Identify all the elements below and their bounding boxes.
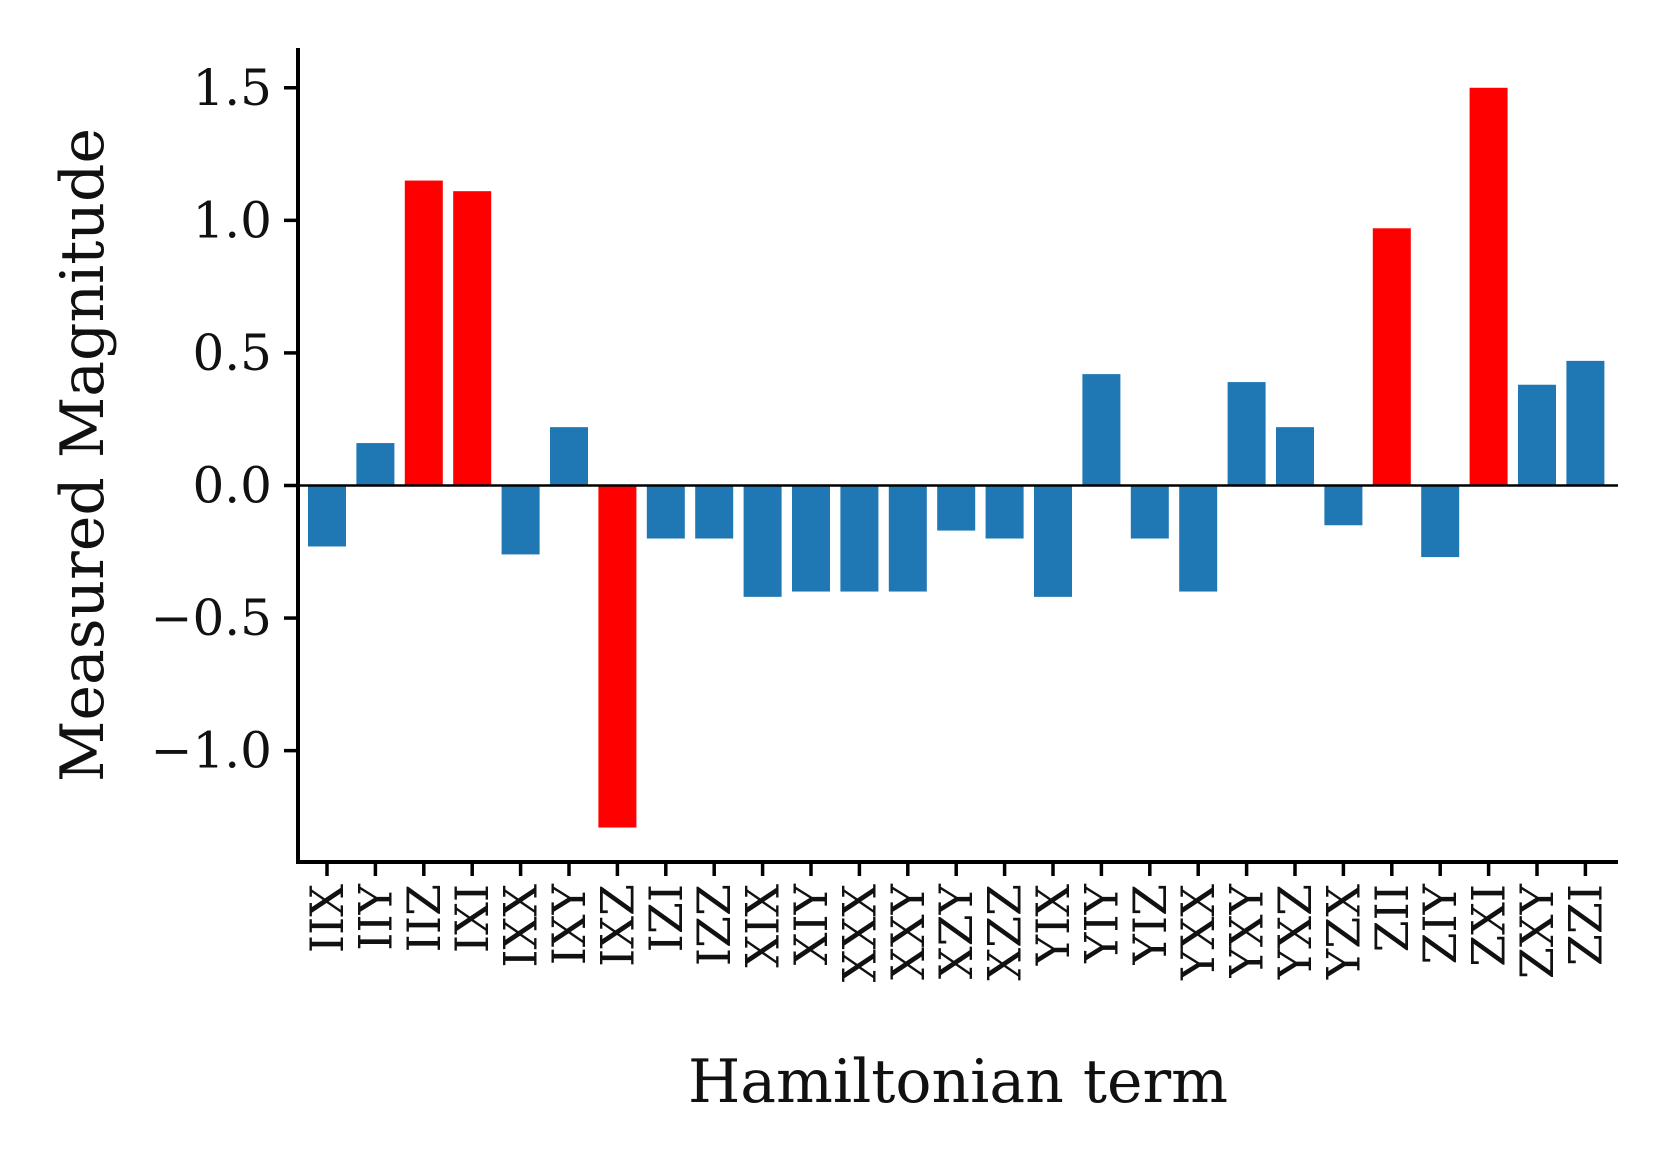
bar-XZZ — [985, 485, 1024, 539]
x-tick-label: XZY — [929, 883, 983, 979]
bar-ZIY — [1421, 485, 1460, 558]
x-tick-label: XXX — [832, 884, 886, 982]
y-ticks-group: −1.0 −0.5 0.0 0.5 1.0 1.5 — [151, 59, 298, 780]
bar-YZX — [1324, 485, 1363, 526]
bar-XIY — [792, 485, 830, 592]
x-tick-label: YXZ — [1268, 884, 1322, 980]
x-tick-label: IXZ — [590, 884, 644, 967]
y-tick-label: 1.5 — [192, 59, 272, 117]
x-tick-label: IZI — [639, 884, 693, 952]
y-tick-label: 0.0 — [192, 456, 272, 514]
bars-group — [308, 87, 1605, 828]
bar-IIZ — [404, 180, 443, 486]
x-ticks-group: IIXIIYIIZIXIIXXIXYIXZIZIIZZXIXXIYXXXXXYX… — [300, 862, 1612, 982]
x-tick-label: IIZ — [397, 884, 451, 952]
x-tick-label: XIX — [736, 884, 790, 968]
axes-group — [296, 48, 1618, 864]
bar-XXY — [888, 485, 927, 592]
x-tick-label: IXX — [494, 884, 548, 968]
y-tick-label: −1.0 — [151, 722, 272, 780]
x-tick-label: IZZ — [687, 884, 741, 966]
bar-YXZ — [1276, 427, 1314, 486]
bar-IXY — [550, 427, 588, 486]
x-tick-label: YZX — [1316, 884, 1370, 980]
bar-YIZ — [1130, 485, 1169, 539]
bar-ZXY — [1518, 384, 1556, 486]
y-axis-title: Measured Magnitude — [48, 128, 118, 782]
x-tick-label: XIY — [784, 883, 838, 965]
bar-YIY — [1082, 374, 1121, 486]
x-tick-label: ZII — [1365, 884, 1419, 952]
x-tick-label: ZXI — [1462, 884, 1516, 967]
bar-YXY — [1227, 382, 1266, 486]
bar-ZZI — [1566, 360, 1605, 486]
x-tick-label: YIX — [1026, 884, 1080, 967]
bar-XIX — [743, 485, 782, 597]
x-tick-label: IXY — [542, 883, 596, 965]
y-tick-label: −0.5 — [151, 589, 272, 647]
bar-IXX — [501, 485, 540, 555]
y-tick-label: 0.5 — [192, 324, 272, 382]
bar-IIY — [356, 443, 395, 486]
bar-IIX — [308, 485, 346, 547]
x-tick-label: YIZ — [1123, 884, 1177, 966]
x-tick-label: ZZI — [1558, 884, 1612, 966]
bar-YXX — [1179, 485, 1218, 592]
bar-IZZ — [695, 485, 734, 539]
x-tick-label: ZIY — [1413, 883, 1467, 964]
x-tick-label: IIY — [348, 883, 402, 950]
x-tick-label: XZZ — [978, 884, 1032, 981]
x-tick-label: YXX — [1171, 884, 1225, 981]
bar-XXX — [840, 485, 879, 592]
bar-IXI — [453, 191, 492, 486]
x-tick-label: IIX — [300, 884, 354, 953]
x-tick-label: ZXY — [1510, 883, 1564, 979]
bar-IZI — [646, 485, 685, 539]
bar-IXZ — [598, 485, 637, 828]
x-tick-label: YIY — [1074, 883, 1128, 964]
x-axis-title: Hamiltonian term — [688, 1047, 1228, 1117]
y-tick-label: 1.0 — [192, 191, 272, 249]
x-tick-label: YXY — [1220, 883, 1274, 978]
x-tick-label: IXI — [445, 884, 499, 953]
bar-XZY — [937, 485, 976, 531]
bar-ZXI — [1469, 87, 1508, 486]
bar-YIX — [1034, 485, 1072, 597]
bar-ZII — [1372, 228, 1411, 486]
x-tick-label: XXY — [881, 883, 935, 979]
